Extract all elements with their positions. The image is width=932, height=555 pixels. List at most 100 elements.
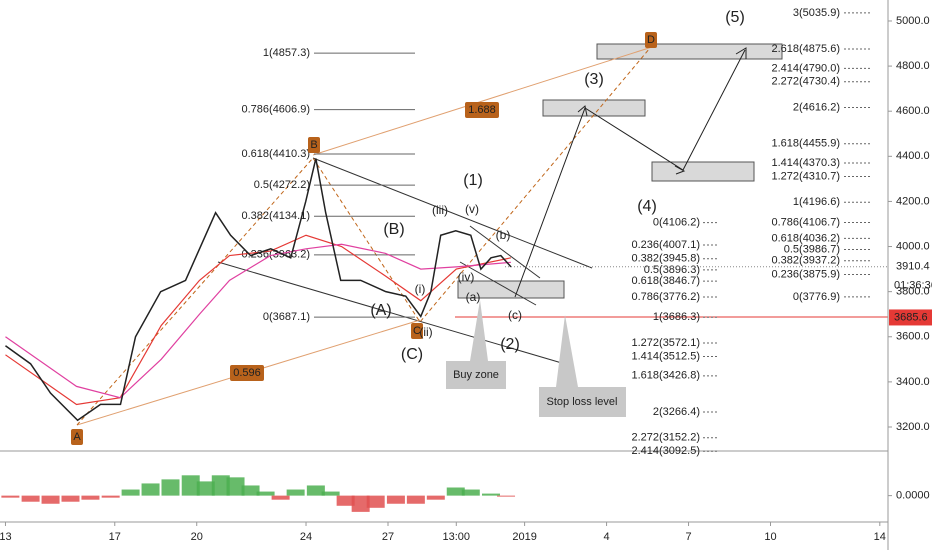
fib-label: 0.236(3875.9)	[772, 268, 841, 280]
histogram-bar	[41, 495, 60, 504]
wave-label: (v)	[465, 202, 479, 216]
fib-label: 1(4857.3)	[263, 47, 310, 59]
point-tag-bg	[308, 137, 320, 153]
countdown: 01:36:36	[894, 280, 932, 292]
histogram-bar	[426, 495, 445, 500]
fib-label: 0(3776.9)	[793, 291, 840, 303]
fib-label: 1.618(4455.9)	[772, 138, 841, 150]
fib-label: 0.786(4106.7)	[772, 216, 841, 228]
y-tick-label: 4000.0	[896, 240, 930, 252]
fib-label: 2(4616.2)	[793, 101, 840, 113]
x-tick-label: 13	[0, 531, 12, 543]
callout-text: Stop loss level	[547, 396, 618, 408]
ratio-tag-bg	[230, 365, 264, 381]
ratio-tag: 1.688	[468, 104, 496, 116]
histogram-bar	[481, 493, 500, 496]
callout-bg	[446, 300, 506, 389]
point-tag: B	[310, 139, 317, 151]
fib-label: 1.414(4370.3)	[772, 157, 841, 169]
trendline	[312, 157, 593, 269]
price-marker-bg	[889, 309, 932, 326]
histogram-bar	[181, 475, 200, 496]
fib-label: 1(3686.3)	[653, 311, 700, 323]
point-tag: D	[647, 34, 655, 46]
point-tag-bg	[411, 323, 423, 339]
histogram-bar	[336, 495, 355, 506]
fib-label: 1.272(4310.7)	[772, 170, 841, 182]
histogram-bar	[351, 495, 370, 512]
y-tick-label: 3200.0	[896, 421, 930, 433]
ratio-tag: 0.596	[233, 367, 261, 379]
fib-label: 0.786(3776.2)	[632, 291, 701, 303]
x-tick-label: 24	[300, 531, 312, 543]
histogram-bar	[321, 491, 340, 496]
histogram-bar	[366, 495, 385, 508]
wave-label: (ii)	[419, 325, 432, 339]
x-tick-label: 17	[109, 531, 121, 543]
y-tick-label: 4200.0	[896, 195, 930, 207]
histogram-bar	[21, 495, 40, 502]
x-tick-label: 20	[191, 531, 203, 543]
fib-label: 0.382(3945.8)	[632, 253, 701, 265]
histogram-bar	[286, 489, 305, 496]
x-tick-label: 27	[382, 531, 394, 543]
fib-label: 3(5035.9)	[793, 7, 840, 19]
fib-label: 0.382(4134.1)	[242, 210, 311, 222]
fib-label: 2.618(4875.6)	[772, 43, 841, 55]
callout-bg	[539, 315, 626, 417]
histogram-bar	[101, 495, 120, 498]
wave-path	[76, 47, 651, 426]
last-price: 3910.4	[896, 261, 930, 273]
trendline	[469, 225, 541, 279]
histogram-bar	[406, 495, 425, 504]
histogram-bar	[161, 479, 180, 496]
y-tick-label: 0.0000	[896, 490, 930, 502]
histogram-bar	[497, 495, 516, 497]
x-tick-label: 13:00	[443, 531, 471, 543]
wave-label: (4)	[637, 198, 657, 215]
x-tick-label: 7	[685, 531, 691, 543]
fib-label: 0(3687.1)	[263, 311, 310, 323]
fib-label: 0.5(3986.7)	[784, 243, 840, 255]
x-tick-label: 2019	[512, 531, 536, 543]
wave-label: (c)	[508, 308, 522, 322]
wave-label: (b)	[496, 228, 511, 242]
buy-box	[457, 280, 565, 299]
fib-label: 1(4196.6)	[793, 196, 840, 208]
histogram-bar	[211, 475, 230, 496]
fib-label: 0.618(3846.7)	[632, 275, 701, 287]
wave-label: (B)	[383, 221, 404, 238]
y-tick-label: 3600.0	[896, 331, 930, 343]
histogram-bar	[196, 481, 215, 496]
fib-label: 1.618(3426.8)	[632, 370, 701, 382]
arrow-head	[577, 47, 747, 175]
fib-label: 0.618(4410.3)	[242, 148, 311, 160]
x-tick-label: 4	[604, 531, 610, 543]
histogram-bar	[1, 495, 20, 498]
wave-label: (C)	[401, 346, 423, 363]
x-tick-label: 14	[874, 531, 886, 543]
fib-label: 0.5(4272.2)	[254, 179, 310, 191]
fib-label: 2.414(3092.5)	[632, 445, 701, 457]
price-line	[5, 158, 512, 422]
y-tick-label: 3800.0	[896, 286, 930, 298]
fib-label: 0.382(3937.2)	[772, 255, 841, 267]
fib-label: 2.414(4790.0)	[772, 62, 841, 74]
fib-label: 0.236(4007.1)	[632, 239, 701, 251]
fib-label: 0(4106.2)	[653, 216, 700, 228]
projection-arrow	[514, 49, 746, 298]
wave-label: (iii)	[432, 203, 448, 217]
moving-average	[5, 243, 511, 399]
fib-label: 2.272(4730.4)	[772, 76, 841, 88]
x-tick-label: 10	[764, 531, 776, 543]
y-tick-label: 3400.0	[896, 376, 930, 388]
wave-label: (1)	[463, 172, 483, 189]
ratio-line	[312, 46, 653, 156]
y-tick-label: 4600.0	[896, 105, 930, 117]
histogram-bar	[271, 495, 290, 500]
annotations	[0, 0, 889, 550]
histogram-bar	[81, 495, 100, 500]
histogram-bar	[256, 491, 275, 496]
